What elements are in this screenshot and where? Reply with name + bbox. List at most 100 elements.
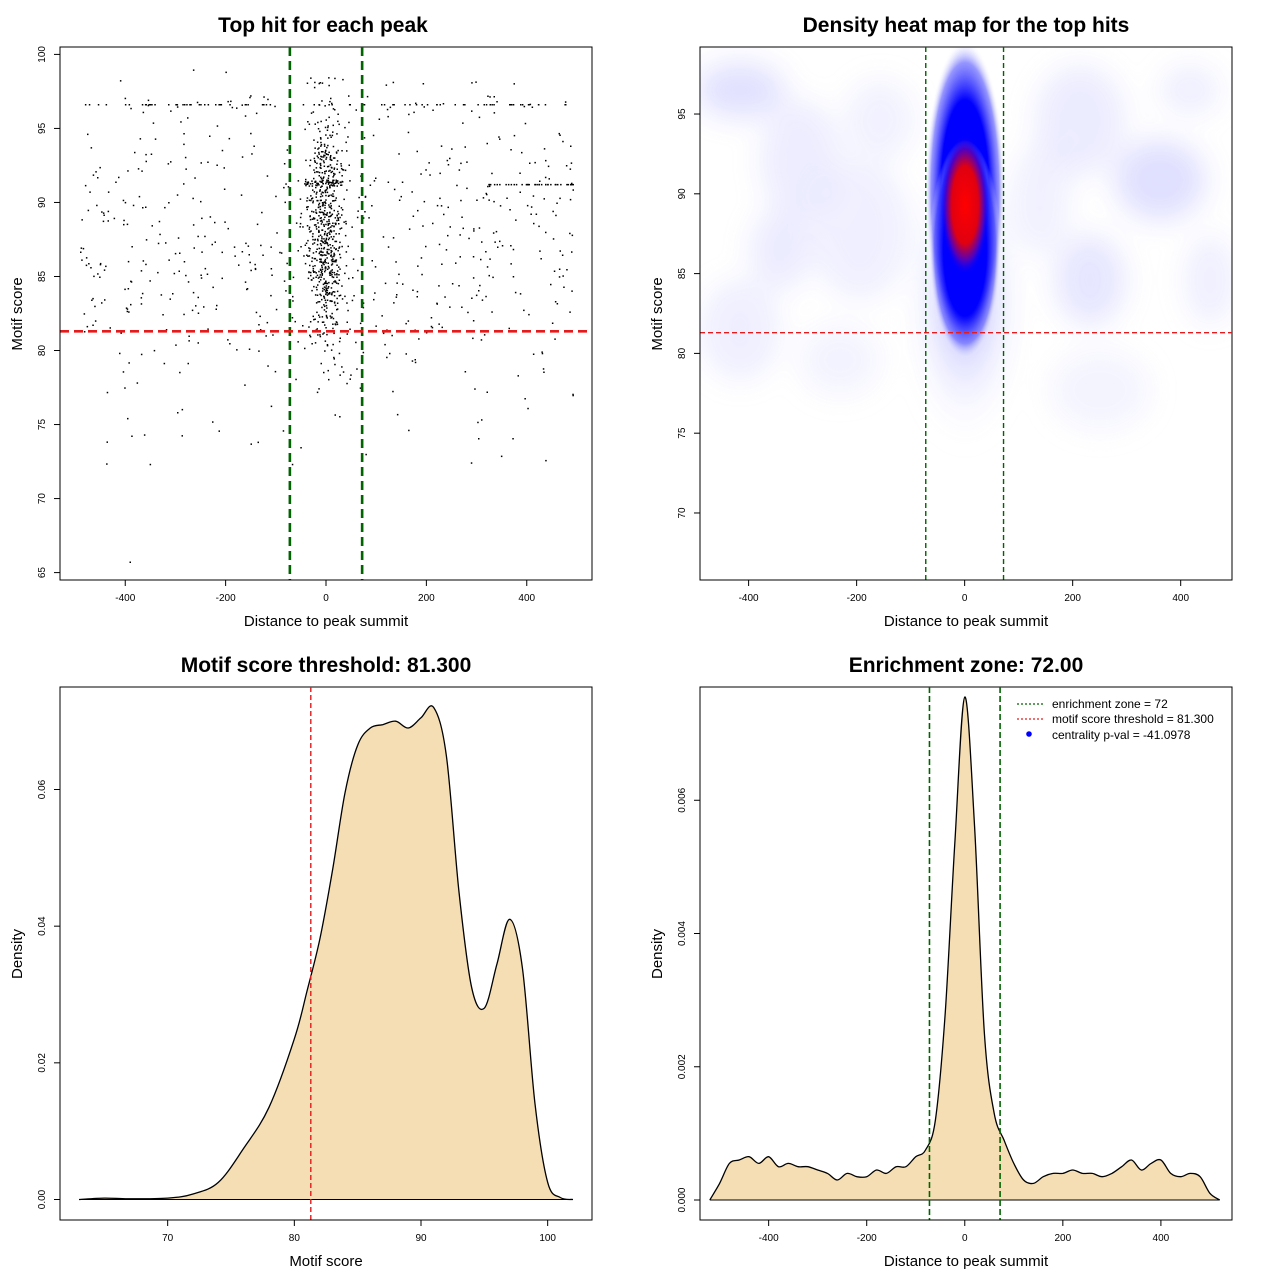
scatter-point [145,160,147,163]
scatter-point [326,242,328,244]
scatter-point [285,183,287,185]
scatter-point [207,328,209,330]
scatter-point [545,183,547,186]
scatter-point [307,239,309,242]
scatter-point [333,252,335,255]
scatter-point [392,237,395,239]
scatter-point [123,223,125,226]
scatter-point [94,305,96,308]
scatter-point [195,305,197,307]
scatter-point [319,217,321,220]
scatter-point [330,287,333,289]
scatter-point [244,384,246,386]
scatter-point [332,176,334,178]
scatter-point [320,199,322,202]
scatter-point [337,282,340,285]
scatter-point [318,171,321,174]
scatter-point [125,307,128,309]
scatter-point [334,240,336,243]
scatter-point [312,189,314,191]
scatter-point [334,182,337,184]
scatter-point [336,219,338,222]
scatter-point [331,256,333,258]
scatter-point [318,247,320,250]
scatter-point [152,122,155,124]
scatter-point [333,185,336,187]
scatter-point [327,144,329,147]
scatter-point [250,269,252,272]
scatter-point [336,274,338,276]
scatter-point [319,254,322,256]
scatter-point [330,184,332,186]
scatter-point [315,226,318,228]
scatter-point [129,561,131,563]
legend-entry-centrality: centrality p-val = -41.0978 [1052,728,1191,742]
scatter-point [373,298,375,301]
scatter-point [332,157,335,159]
score-density-x-axis-label: Motif score [289,1253,362,1270]
scatter-point [314,271,316,273]
scatter-point [314,81,316,84]
scatter-point [328,281,330,284]
scatter-point [416,296,418,298]
scatter-point [339,294,342,297]
scatter-point [310,77,312,79]
scatter-point [348,164,350,166]
scatter-point [175,104,177,106]
scatter-point [526,183,528,186]
scatter-point [333,230,335,232]
scatter-point [551,322,554,324]
enrichment-x-tick-label: 200 [1054,1233,1071,1244]
scatter-point [374,266,377,268]
scatter-point [320,223,323,225]
scatter-point [313,139,315,141]
scatter-point [270,294,272,297]
scatter-point [462,122,464,124]
scatter-point [517,375,519,377]
scatter-point [311,210,313,213]
scatter-point [220,104,222,106]
scatter-point [95,171,97,173]
scatter-point [179,371,181,374]
scatter-point [181,408,184,411]
scatter-point [330,247,332,249]
scatter-point [328,204,330,206]
scatter-point [425,245,427,248]
scatter-point [332,327,334,330]
scatter-point [309,159,312,161]
scatter-point [335,197,337,199]
scatter-point [339,268,341,270]
scatter-point [368,217,370,219]
scatter-point [348,121,350,124]
scatter-point [339,216,341,219]
scatter-point [297,341,299,343]
scatter-point [102,212,105,214]
scatter-point [157,242,160,245]
scatter-point [325,158,327,160]
scatter-point [328,77,330,79]
score-density-title: Motif score threshold: 81.300 [181,654,472,677]
scatter-point [324,258,327,261]
scatter-point [201,217,203,220]
scatter-point [324,201,326,203]
scatter-point [530,206,533,208]
scatter-point [147,99,150,102]
scatter-point [107,210,110,213]
scatter-point [227,227,229,230]
scatter-point [126,308,129,310]
scatter-point [341,181,344,183]
scatter-point [321,172,324,174]
scatter-point [126,310,129,313]
scatter-point [569,311,571,313]
scatter-point [97,273,99,275]
scatter-point [331,312,333,315]
scatter-point [347,309,349,312]
scatter-point [308,255,311,257]
scatter-point [318,202,321,205]
scatter-point [170,110,172,112]
scatter-point [418,338,420,340]
scatter-point [333,235,335,238]
scatter-point [335,152,338,154]
scatter-point [333,356,335,359]
scatter-point [131,246,133,248]
